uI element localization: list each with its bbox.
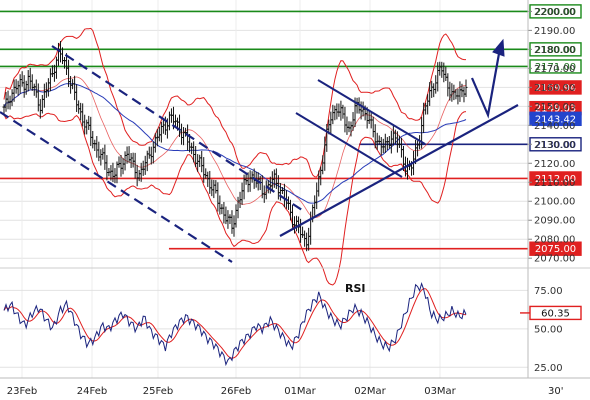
rsi-value-label: 60.35 xyxy=(541,308,570,319)
price-badge-label-2112.00: 2112.00 xyxy=(535,174,576,185)
ytick-label-2090.00: 2090.00 xyxy=(534,216,575,227)
price-badge-2143.42 xyxy=(529,111,582,127)
channel-lower-line xyxy=(295,112,403,178)
price-badge-label-2149.03: 2149.03 xyxy=(535,104,576,115)
rsi-y-axis-ticks: 25.00 50.00 60.35 75.00 xyxy=(520,286,582,374)
forecast-arrow-head xyxy=(492,38,505,57)
xtick-label-23Feb: 23Feb xyxy=(7,386,37,397)
y-axis-ticks: 2070.00 2080.00 2090.00 2100.00 2110.00 2120.… xyxy=(527,0,575,378)
ytick-label-2200.00: 2200.00 xyxy=(534,7,575,18)
price-badge-label-2075.00: 2075.00 xyxy=(535,244,576,255)
price-badge-label-2180.00: 2180.00 xyxy=(535,45,576,56)
ytick-label-2170.00: 2170.00 xyxy=(534,64,575,75)
rsi-ytick-75.00: 75.00 xyxy=(534,286,563,297)
xtick-label-02Mar: 02Mar xyxy=(354,386,386,397)
ytick-label-2180.00: 2180.00 xyxy=(534,45,575,56)
price-badge-2171.00 xyxy=(529,59,582,74)
ytick-label-2160.00: 2160.00 xyxy=(534,83,575,94)
dashed-channel-upper xyxy=(51,45,306,213)
price-badge-label-2130.00: 2130.00 xyxy=(535,140,576,151)
xtick-label-24Feb: 24Feb xyxy=(77,386,107,397)
ytick-label-2110.00: 2110.00 xyxy=(534,178,575,189)
ytick-label-2120.00: 2120.00 xyxy=(534,159,575,170)
xtick-label-25Feb: 25Feb xyxy=(143,386,173,397)
bollinger-lower xyxy=(3,111,467,286)
price-badge-label-2200.00: 2200.00 xyxy=(535,7,576,18)
price-badge-label-2143.42: 2143.42 xyxy=(535,114,576,125)
trend-lines xyxy=(0,38,519,263)
price-badge-label-2171.00: 2171.00 xyxy=(535,62,576,73)
dashed-channel-lower xyxy=(0,111,233,263)
ytick-label-2080.00: 2080.00 xyxy=(534,235,575,246)
bollinger-bands xyxy=(3,27,467,286)
bollinger-upper xyxy=(3,27,466,178)
price-badge-2075.00 xyxy=(529,241,582,256)
rsi-signal-line xyxy=(3,288,467,359)
ytick-label-2070.00: 2070.00 xyxy=(534,254,575,265)
rsi-title: RSI xyxy=(345,282,366,295)
rising-support-line xyxy=(279,104,519,237)
ytick-label-2140.00: 2140.00 xyxy=(534,121,575,132)
rsi-gridlines xyxy=(0,289,528,368)
bollinger-middle xyxy=(3,76,467,218)
timeframe-label: 30' xyxy=(548,386,563,397)
rsi-lines xyxy=(3,281,467,367)
ytick-label-2130.00: 2130.00 xyxy=(534,140,575,151)
forecast-arrow xyxy=(470,47,502,119)
rsi-line xyxy=(3,281,467,367)
channel-upper-line xyxy=(317,79,426,145)
xtick-label-01Mar: 01Mar xyxy=(284,386,316,397)
rsi-ytick-50.00: 50.00 xyxy=(534,324,563,335)
ytick-label-2150.00: 2150.00 xyxy=(534,102,575,113)
xtick-label-03Mar: 03Mar xyxy=(424,386,456,397)
moving-average-blue xyxy=(3,83,467,204)
price-badge-label-2159.94: 2159.94 xyxy=(535,83,576,94)
ytick-label-2100.00: 2100.00 xyxy=(534,197,575,208)
price-badge-2112.00 xyxy=(529,171,582,186)
ytick-label-2190.00: 2190.00 xyxy=(534,26,575,37)
x-axis-ticks: 23Feb 24Feb 25Feb 26Feb 01Mar 02Mar 03Mar xyxy=(7,386,457,397)
xtick-label-26Feb: 26Feb xyxy=(221,386,251,397)
rsi-ytick-25.00: 25.00 xyxy=(534,363,563,374)
